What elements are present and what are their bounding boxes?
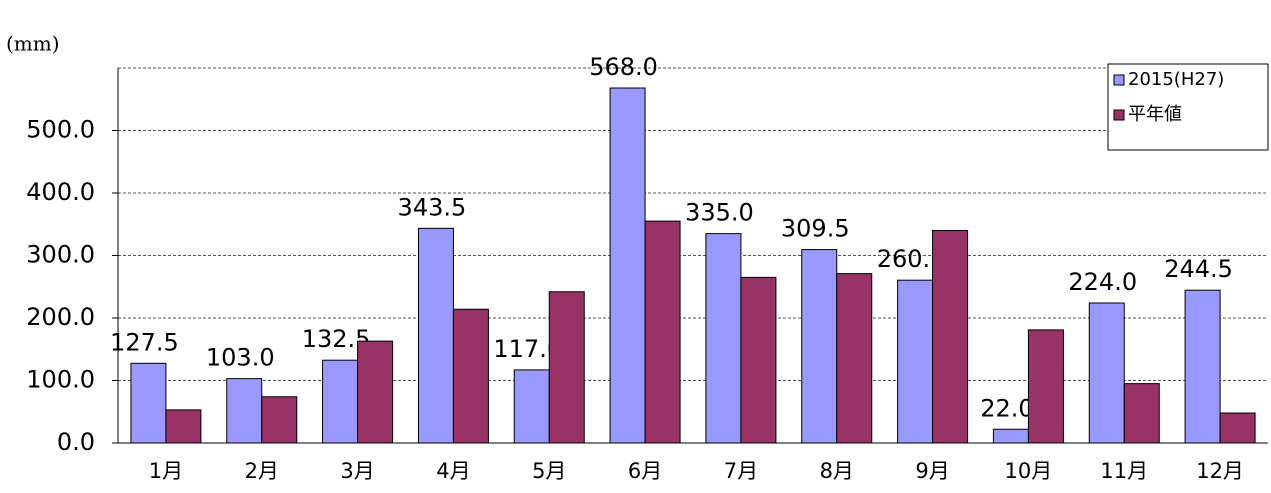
data-label: 335.0 bbox=[685, 199, 754, 227]
bar bbox=[836, 273, 873, 444]
bar bbox=[1088, 302, 1125, 444]
y-axis-label: (mm) bbox=[6, 32, 60, 56]
data-label: 103.0 bbox=[206, 344, 275, 372]
x-tick-label: 7月 bbox=[724, 459, 758, 483]
x-tick-label: 2月 bbox=[245, 459, 279, 483]
x-tick-label: 5月 bbox=[532, 459, 566, 483]
data-label: 244.5 bbox=[1164, 255, 1233, 283]
x-tick-label: 12月 bbox=[1196, 459, 1244, 483]
bar bbox=[322, 359, 359, 444]
bar bbox=[1027, 329, 1064, 444]
bar bbox=[1219, 412, 1256, 444]
bar bbox=[513, 369, 550, 444]
data-label: 22.0 bbox=[980, 394, 1033, 422]
x-tick-label: 9月 bbox=[915, 459, 949, 483]
bar bbox=[705, 233, 742, 444]
x-tick-label: 1月 bbox=[149, 459, 183, 483]
bar bbox=[609, 87, 646, 444]
bar bbox=[226, 378, 263, 444]
y-tick-label: 300.0 bbox=[26, 241, 95, 269]
bar bbox=[992, 428, 1029, 444]
legend-swatch bbox=[1113, 74, 1125, 86]
legend: 2015(H27) 平年値 bbox=[1107, 63, 1269, 151]
bar bbox=[452, 308, 489, 444]
bar bbox=[357, 340, 394, 444]
legend-swatch bbox=[1113, 109, 1125, 121]
data-label: 568.0 bbox=[589, 53, 658, 81]
legend-label: 2015(H27) bbox=[1128, 69, 1224, 90]
data-label: 309.5 bbox=[781, 215, 850, 243]
bar bbox=[644, 220, 681, 444]
bar bbox=[1184, 289, 1221, 444]
y-tick-label: 200.0 bbox=[26, 303, 95, 331]
bar bbox=[932, 230, 969, 444]
bar bbox=[417, 227, 454, 444]
x-tick-label: 8月 bbox=[820, 459, 854, 483]
y-tick-label: 500.0 bbox=[26, 116, 95, 144]
data-label: 127.5 bbox=[110, 328, 179, 356]
y-tick-label: 400.0 bbox=[26, 178, 95, 206]
bar bbox=[1123, 383, 1160, 444]
bar bbox=[261, 396, 298, 444]
legend-label: 平年値 bbox=[1128, 104, 1182, 125]
x-tick-label: 4月 bbox=[436, 459, 470, 483]
bar bbox=[130, 362, 167, 444]
x-tick-label: 11月 bbox=[1100, 459, 1148, 483]
data-label: 343.5 bbox=[398, 193, 467, 221]
bar bbox=[740, 276, 777, 444]
y-tick-label: 0.0 bbox=[57, 428, 95, 456]
x-tick-label: 10月 bbox=[1005, 459, 1053, 483]
data-label: 224.0 bbox=[1068, 268, 1137, 296]
x-tick-label: 6月 bbox=[628, 459, 662, 483]
bar bbox=[165, 409, 202, 444]
bar bbox=[801, 249, 838, 444]
x-tick-label: 3月 bbox=[340, 459, 374, 483]
bar bbox=[897, 279, 934, 444]
bar bbox=[548, 291, 585, 444]
y-tick-label: 100.0 bbox=[26, 366, 95, 394]
legend-box bbox=[1107, 63, 1269, 151]
